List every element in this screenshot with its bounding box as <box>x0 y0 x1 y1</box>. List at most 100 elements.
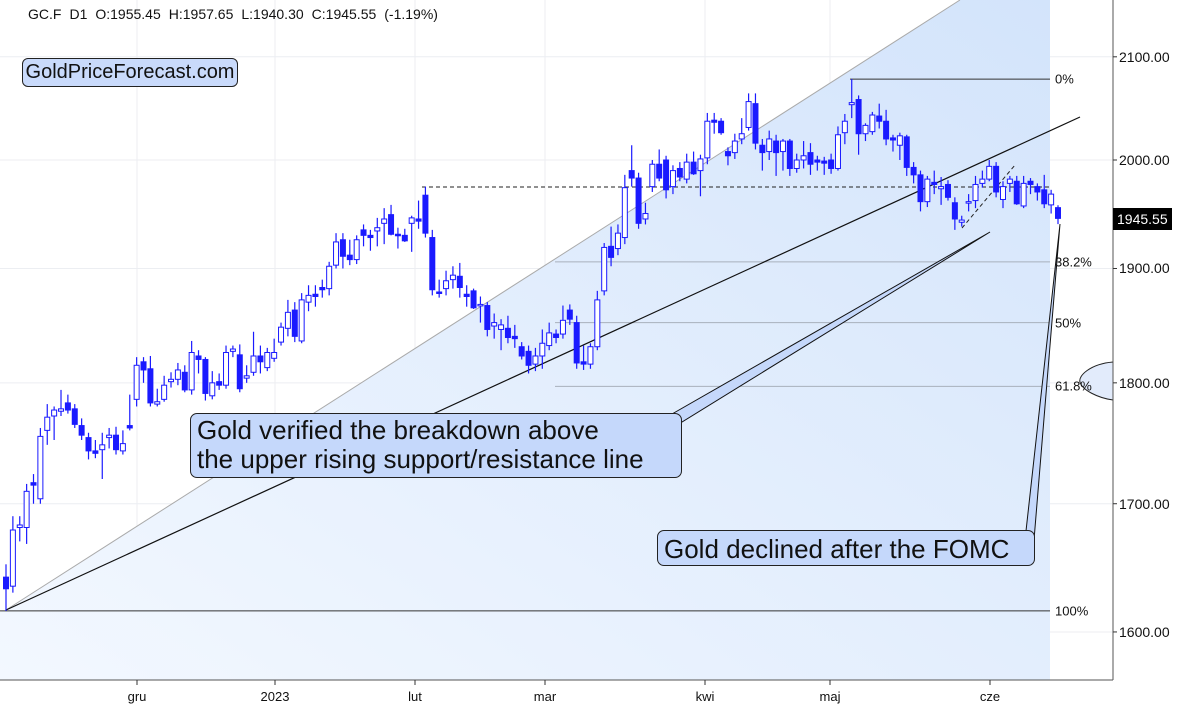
bullish-candle <box>539 329 546 369</box>
x-tick-label: cze <box>979 689 1001 704</box>
bearish-candle <box>1027 178 1034 195</box>
bearish-candle <box>202 357 209 401</box>
bullish-candle <box>161 375 168 402</box>
candle-body <box>711 119 718 123</box>
bullish-candle <box>271 338 278 362</box>
candle-body <box>202 358 209 394</box>
x-tick-label: lut <box>408 689 422 704</box>
candle-body <box>814 159 821 163</box>
ohlc-header: GC.F D1 O:1955.45 H:1957.65 L:1940.30 C:1945.… <box>28 6 446 22</box>
bearish-candle <box>236 344 243 393</box>
bearish-candle <box>1055 205 1061 225</box>
candle-body <box>807 152 814 165</box>
y-tick-label: 1900.00 <box>1119 260 1170 277</box>
bearish-candle <box>388 204 395 236</box>
candle-body <box>367 234 374 239</box>
bullish-candle <box>587 343 594 369</box>
candle-body <box>326 265 333 290</box>
bullish-candle <box>1048 189 1055 214</box>
candle-body <box>779 140 786 153</box>
bearish-candle <box>711 112 718 134</box>
candle-body <box>532 355 539 365</box>
candle-body <box>663 159 670 191</box>
logo: GoldPriceForecast.com <box>22 58 238 87</box>
candle-body <box>821 160 828 164</box>
candle-body <box>848 102 855 106</box>
low-value: L:1940.30 <box>241 6 304 22</box>
candle-body <box>498 324 505 330</box>
candle-body <box>133 364 140 400</box>
bearish-candle <box>147 355 154 407</box>
bullish-candle <box>133 357 140 407</box>
candle-body <box>168 378 175 383</box>
bullish-candle <box>51 406 58 441</box>
candle-body <box>16 524 23 528</box>
candle-body <box>766 138 773 153</box>
fib-level-label: 50% <box>1055 315 1082 331</box>
bullish-candle <box>594 290 601 351</box>
bearish-candle <box>814 155 821 171</box>
candle-body <box>401 234 408 242</box>
bearish-candle <box>64 394 71 414</box>
bearish-candle <box>1034 183 1041 201</box>
candle-body <box>704 120 711 159</box>
bullish-candle <box>37 427 44 504</box>
x-tick-label: kwi <box>695 689 715 704</box>
candle-body <box>876 115 883 122</box>
bearish-candle <box>394 227 401 249</box>
bearish-candle <box>910 162 917 184</box>
y-tick-label: 2100.00 <box>1119 48 1170 65</box>
bullish-candle <box>284 299 291 337</box>
fib-level-label: 100% <box>1055 603 1089 619</box>
candle-body <box>759 144 766 154</box>
bearish-candle <box>422 186 429 238</box>
bearish-candle <box>339 233 346 269</box>
bearish-candle <box>360 224 367 247</box>
bearish-candle <box>718 118 725 135</box>
bullish-candle <box>669 165 676 195</box>
bullish-candle <box>979 170 986 188</box>
candle-body <box>106 434 113 439</box>
callout-breakdown: Gold verified the breakdown above the up… <box>190 413 682 478</box>
bearish-candle <box>429 229 436 296</box>
bullish-candle <box>766 130 773 160</box>
candle-body <box>965 201 972 204</box>
candle-body <box>903 136 910 168</box>
candle-body <box>3 576 9 590</box>
candle-body <box>388 214 395 235</box>
candle-body <box>30 482 37 486</box>
candle-body <box>477 303 484 307</box>
bearish-candle <box>656 149 663 182</box>
candle-body <box>1048 193 1055 206</box>
candle-body <box>37 435 44 500</box>
candle-body <box>718 120 725 134</box>
candle-body <box>456 275 463 288</box>
bearish-candle <box>759 138 766 171</box>
candle-body <box>422 194 429 234</box>
candle-body <box>546 332 553 347</box>
candle-body <box>140 361 147 371</box>
bullish-candle <box>745 93 752 131</box>
candle-body <box>731 140 738 154</box>
bearish-candle <box>181 365 188 393</box>
bearish-candle <box>903 134 910 176</box>
bearish-candle <box>889 134 896 152</box>
candle-body <box>223 352 230 386</box>
candle-body <box>319 286 326 291</box>
bullish-candle <box>869 111 876 135</box>
candle-body <box>161 384 168 400</box>
bearish-candle <box>257 345 264 374</box>
candle-body <box>429 237 436 291</box>
bullish-candle <box>250 331 257 376</box>
high-value: H:1957.65 <box>168 6 234 22</box>
candle-body <box>463 293 470 297</box>
bearish-candle <box>807 143 814 175</box>
bearish-candle <box>456 262 463 298</box>
bullish-candle <box>779 138 786 171</box>
candle-body <box>745 101 752 128</box>
candle-body <box>1027 180 1034 185</box>
candle-body <box>147 368 154 404</box>
candle-body <box>773 140 780 154</box>
bullish-candle <box>9 516 16 593</box>
bullish-candle <box>924 175 931 208</box>
